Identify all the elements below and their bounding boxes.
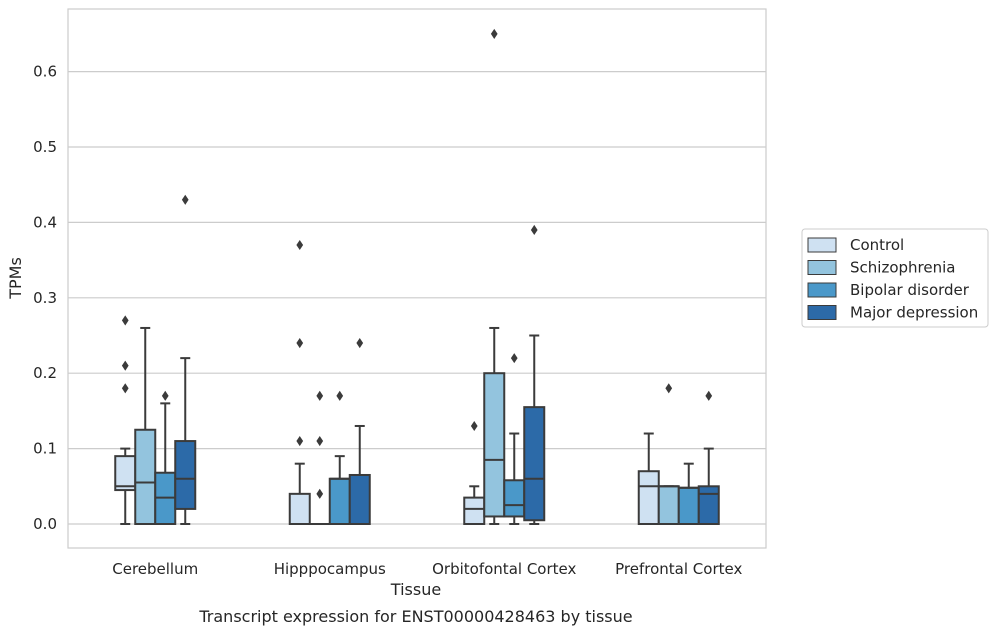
outlier-point <box>121 315 129 326</box>
box-body <box>657 485 680 525</box>
y-tick-label: 0.5 <box>33 138 57 156</box>
box-2-1 <box>483 28 506 525</box>
outlier-point <box>316 488 324 499</box>
y-tick-label: 0.0 <box>33 515 57 533</box>
outlier-point <box>705 390 713 401</box>
legend-swatch <box>807 260 837 275</box>
box-body <box>677 486 700 526</box>
legend-label: Schizophrenia <box>850 259 955 277</box>
box-3-0 <box>637 432 660 525</box>
y-tick-label: 0.1 <box>33 440 57 458</box>
box-3-1 <box>657 383 680 525</box>
x-tick-label: Hipppocampus <box>274 560 386 578</box>
outlier-point <box>665 383 673 394</box>
box-body <box>523 406 546 522</box>
y-axis-title: TPMs <box>6 257 25 300</box>
box-body <box>348 473 371 525</box>
outlier-point <box>336 390 344 401</box>
box-body <box>637 470 660 525</box>
box-body <box>697 485 720 525</box>
legend-label: Major depression <box>850 304 978 322</box>
x-axis-title: Tissue <box>390 580 441 599</box>
outlier-point <box>470 420 478 432</box>
box-0-2 <box>154 390 177 525</box>
outlier-point <box>316 390 324 401</box>
legend-swatch <box>807 305 837 320</box>
box-1-2 <box>328 390 351 526</box>
legend-swatch <box>807 282 837 298</box>
y-tick-label: 0.3 <box>33 289 57 307</box>
y-tick-label: 0.2 <box>33 364 57 382</box>
box-body <box>288 492 311 525</box>
legend-frame <box>801 228 989 328</box>
y-tick-labels: 0.0 0.1 0.2 0.3 0.4 0.5 0.6 <box>33 63 57 533</box>
outlier-point <box>530 224 538 235</box>
box-3-2 <box>677 462 700 526</box>
box-body <box>114 455 137 492</box>
box-2-0 <box>463 420 486 525</box>
outlier-point <box>161 390 169 401</box>
outlier-point <box>296 338 304 349</box>
outlier-point <box>121 360 129 371</box>
plot-area <box>67 8 767 549</box>
chart-caption: Transcript expression for ENST0000042846… <box>198 607 632 626</box>
legend-label: Control <box>850 236 904 254</box>
outlier-point <box>296 436 304 447</box>
box-1-3 <box>348 338 371 525</box>
box-body <box>134 428 157 525</box>
x-tick-label: Cerebellum <box>112 560 198 578</box>
box-body <box>483 372 506 518</box>
outlier-point <box>356 338 364 349</box>
legend-swatch <box>807 237 837 253</box>
box-2-3 <box>523 224 546 525</box>
box-body <box>463 496 486 525</box>
outlier-point <box>510 353 518 364</box>
outlier-point <box>121 383 129 394</box>
box-body <box>328 477 351 526</box>
x-tick-labels: Cerebellum Hipppocampus Orbitofontal Corte… <box>112 560 742 578</box>
outlier-point <box>490 28 498 39</box>
legend-label: Bipolar disorder <box>850 281 970 299</box>
box-body <box>174 440 197 510</box>
outlier-point <box>296 239 304 251</box>
y-tick-label: 0.6 <box>33 63 57 81</box>
y-tick-label: 0.4 <box>33 213 57 231</box>
x-tick-label: Orbitofontal Cortex <box>432 560 576 578</box>
box-2-2 <box>503 353 526 525</box>
box-3-3 <box>697 390 720 525</box>
x-tick-label: Prefrontal Cortex <box>615 560 742 578</box>
box-body <box>503 479 526 518</box>
legend: Control Schizophrenia Bipolar disorder Majo… <box>801 228 989 328</box>
outlier-point <box>316 436 324 447</box>
outlier-point <box>181 194 189 205</box>
box-0-3 <box>174 194 197 525</box>
boxes <box>114 28 720 526</box>
box-1-0 <box>288 239 311 525</box>
box-0-0 <box>114 315 137 525</box>
